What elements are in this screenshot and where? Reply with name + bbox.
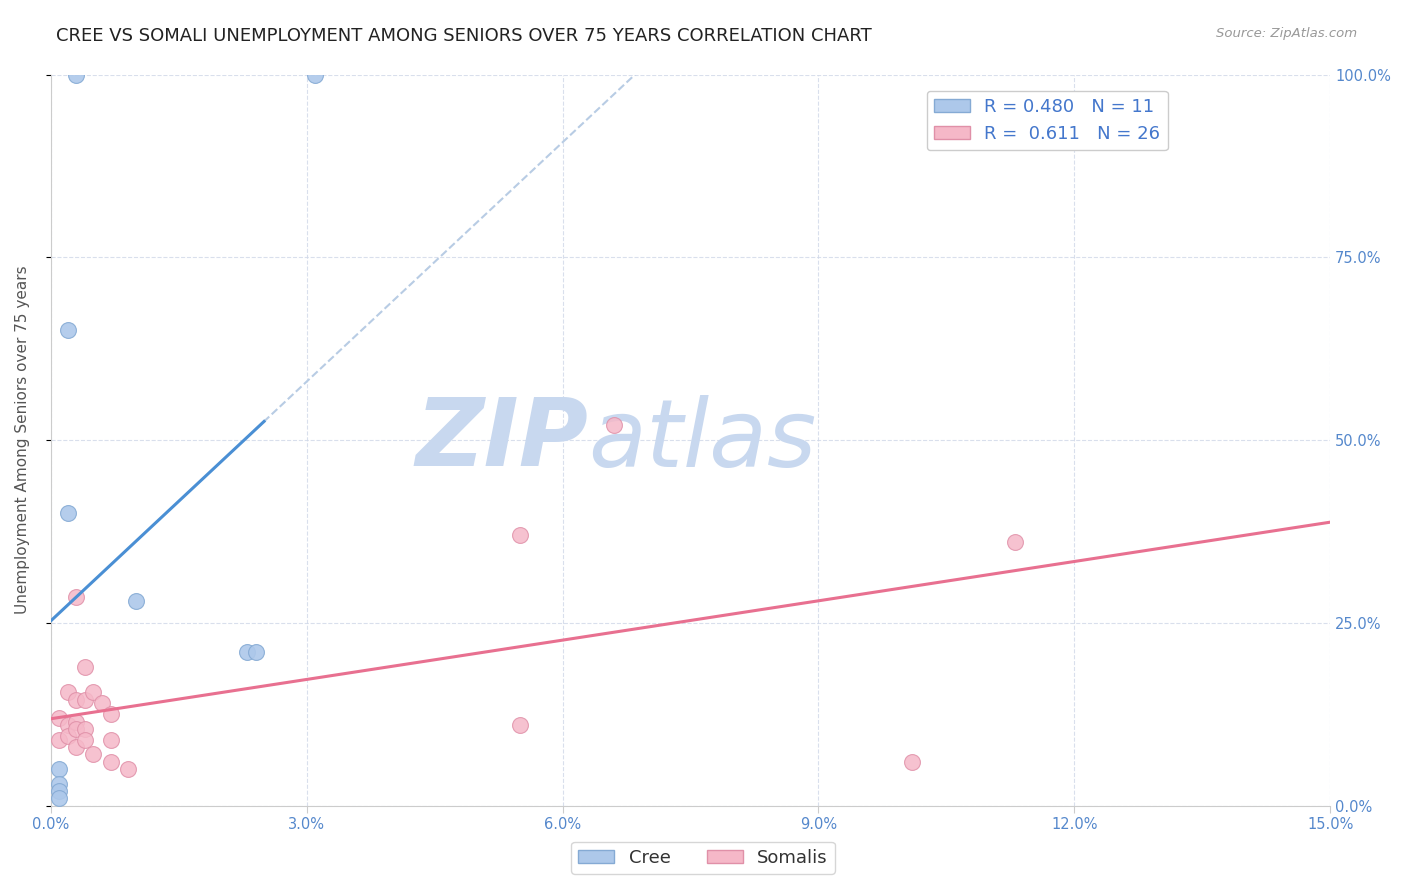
- Point: [1004, 535, 1026, 549]
- Point: [73, 692, 96, 706]
- Text: Source: ZipAtlas.com: Source: ZipAtlas.com: [1216, 27, 1357, 40]
- Point: [65, 714, 87, 729]
- Point: [100, 732, 122, 747]
- Point: [73, 659, 96, 673]
- Point: [236, 645, 259, 659]
- Point: [73, 732, 96, 747]
- Text: CREE VS SOMALI UNEMPLOYMENT AMONG SENIORS OVER 75 YEARS CORRELATION CHART: CREE VS SOMALI UNEMPLOYMENT AMONG SENIOR…: [56, 27, 872, 45]
- Text: atlas: atlas: [588, 394, 817, 485]
- Point: [65, 692, 87, 706]
- Point: [56, 729, 79, 743]
- Point: [56, 323, 79, 337]
- Point: [304, 68, 326, 82]
- Point: [245, 645, 267, 659]
- Point: [65, 722, 87, 736]
- Point: [48, 777, 70, 791]
- Point: [48, 762, 70, 776]
- Point: [65, 68, 87, 82]
- Point: [100, 755, 122, 769]
- Point: [91, 696, 114, 710]
- Point: [509, 718, 531, 732]
- Point: [82, 685, 104, 699]
- Text: ZIP: ZIP: [415, 394, 588, 486]
- Point: [56, 718, 79, 732]
- Point: [48, 791, 70, 805]
- Point: [82, 747, 104, 762]
- Point: [125, 594, 148, 608]
- Point: [117, 762, 139, 776]
- Point: [48, 784, 70, 798]
- Legend: Cree, Somalis: Cree, Somalis: [571, 842, 835, 874]
- Point: [48, 711, 70, 725]
- Point: [73, 722, 96, 736]
- Point: [65, 591, 87, 605]
- Point: [509, 528, 531, 542]
- Point: [603, 418, 626, 433]
- Point: [56, 685, 79, 699]
- Y-axis label: Unemployment Among Seniors over 75 years: Unemployment Among Seniors over 75 years: [15, 266, 30, 615]
- Legend: R = 0.480   N = 11, R =  0.611   N = 26: R = 0.480 N = 11, R = 0.611 N = 26: [927, 91, 1168, 151]
- Point: [48, 732, 70, 747]
- Point: [901, 755, 924, 769]
- Point: [56, 506, 79, 520]
- Point: [65, 740, 87, 755]
- Point: [100, 707, 122, 722]
